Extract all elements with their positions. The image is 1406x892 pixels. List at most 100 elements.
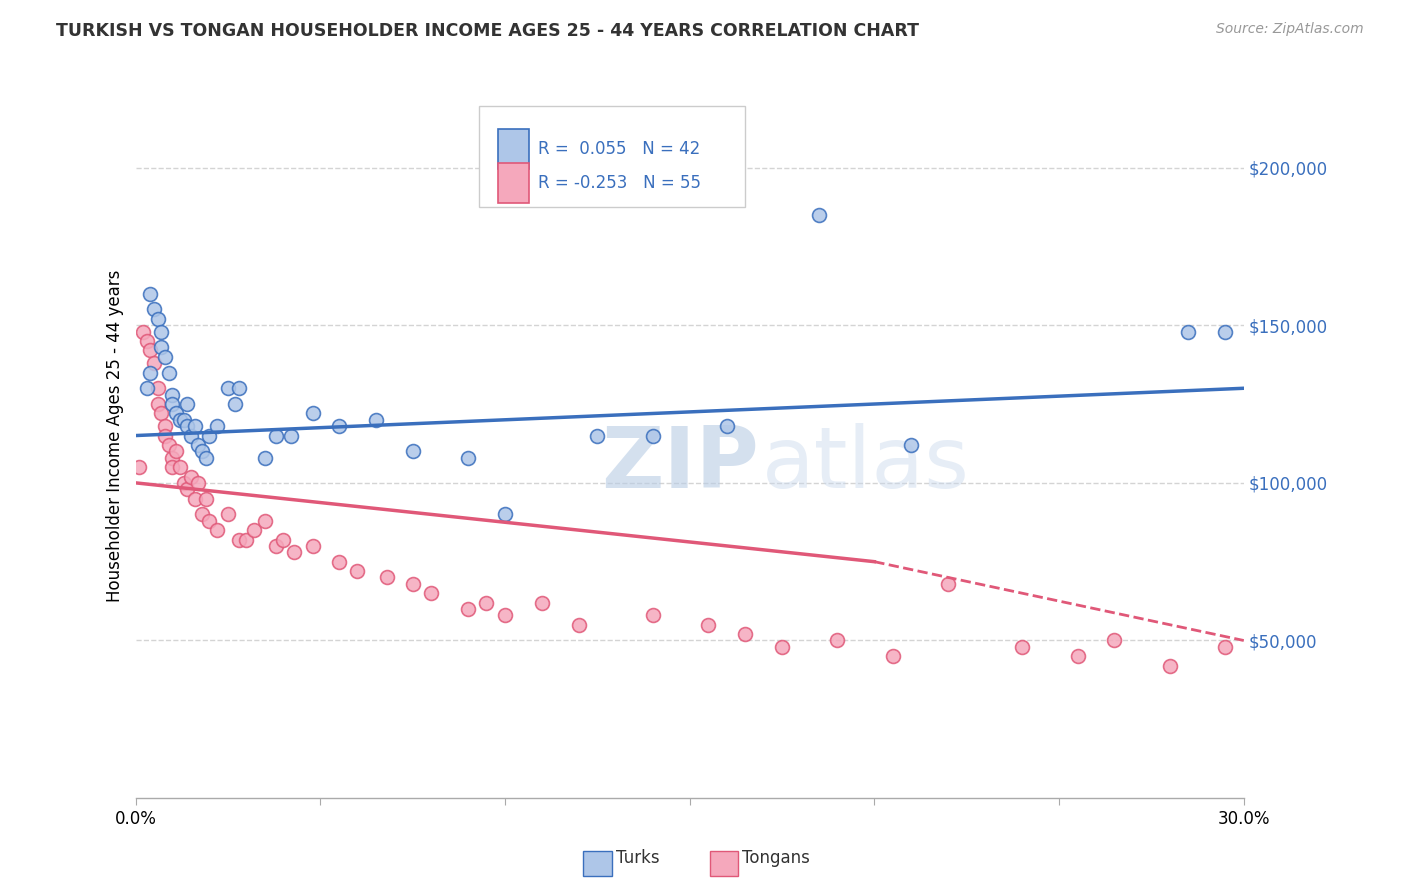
FancyBboxPatch shape — [479, 105, 745, 207]
Point — [198, 428, 221, 442]
Point — [228, 533, 250, 547]
Point — [217, 508, 239, 522]
Point — [530, 596, 553, 610]
Point — [1213, 325, 1236, 339]
Text: ZIP: ZIP — [600, 423, 759, 506]
Point — [641, 608, 664, 623]
Point — [205, 523, 228, 537]
Point — [586, 428, 609, 442]
Point — [1159, 658, 1181, 673]
Point — [807, 208, 830, 222]
Point — [183, 491, 205, 506]
Point — [187, 475, 209, 490]
Point — [139, 286, 162, 301]
Point — [1011, 640, 1033, 654]
Point — [180, 469, 202, 483]
Text: Source: ZipAtlas.com: Source: ZipAtlas.com — [1216, 22, 1364, 37]
Point — [146, 381, 169, 395]
Point — [401, 444, 423, 458]
Point — [169, 413, 191, 427]
Point — [235, 533, 257, 547]
Point — [494, 508, 516, 522]
Point — [157, 366, 180, 380]
Point — [153, 350, 176, 364]
Point — [143, 302, 166, 317]
Point — [176, 419, 198, 434]
Point — [173, 413, 195, 427]
Point — [475, 596, 498, 610]
Point — [401, 576, 423, 591]
Point — [217, 381, 239, 395]
Point — [253, 450, 276, 465]
Point — [128, 460, 150, 475]
Point — [162, 397, 184, 411]
Point — [143, 356, 166, 370]
Point — [162, 460, 184, 475]
Point — [135, 334, 157, 348]
Point — [346, 564, 368, 578]
Point — [457, 450, 479, 465]
Point — [641, 428, 664, 442]
Text: Tongans: Tongans — [742, 849, 810, 867]
Point — [139, 343, 162, 358]
Point — [135, 381, 157, 395]
FancyBboxPatch shape — [498, 163, 529, 202]
Point — [457, 602, 479, 616]
Point — [146, 312, 169, 326]
Point — [242, 523, 264, 537]
Point — [494, 608, 516, 623]
Point — [328, 419, 350, 434]
Point — [697, 617, 720, 632]
Point — [150, 407, 173, 421]
Point — [176, 397, 198, 411]
Point — [375, 570, 398, 584]
Point — [328, 555, 350, 569]
Point — [165, 407, 187, 421]
Point — [734, 627, 756, 641]
Point — [150, 340, 173, 354]
Point — [132, 325, 155, 339]
Point — [264, 539, 287, 553]
Point — [301, 407, 323, 421]
Point — [224, 397, 246, 411]
Point — [183, 419, 205, 434]
Text: atlas: atlas — [762, 423, 970, 506]
Point — [283, 545, 305, 559]
Point — [301, 539, 323, 553]
Point — [169, 460, 191, 475]
Point — [364, 413, 387, 427]
Point — [420, 586, 443, 600]
Text: R = -0.253   N = 55: R = -0.253 N = 55 — [537, 174, 700, 192]
Point — [146, 397, 169, 411]
Point — [280, 428, 302, 442]
Y-axis label: Householder Income Ages 25 - 44 years: Householder Income Ages 25 - 44 years — [107, 269, 124, 602]
Point — [153, 428, 176, 442]
Point — [1066, 649, 1088, 664]
Point — [165, 444, 187, 458]
Point — [716, 419, 738, 434]
Point — [253, 514, 276, 528]
Text: TURKISH VS TONGAN HOUSEHOLDER INCOME AGES 25 - 44 YEARS CORRELATION CHART: TURKISH VS TONGAN HOUSEHOLDER INCOME AGE… — [56, 22, 920, 40]
Point — [194, 450, 217, 465]
Point — [770, 640, 793, 654]
Point — [162, 450, 184, 465]
Text: Turks: Turks — [616, 849, 659, 867]
Point — [150, 325, 173, 339]
Point — [162, 387, 184, 401]
Point — [153, 419, 176, 434]
Point — [568, 617, 591, 632]
Point — [180, 428, 202, 442]
Point — [936, 576, 959, 591]
Point — [191, 508, 214, 522]
Point — [157, 438, 180, 452]
Point — [1177, 325, 1199, 339]
Text: R =  0.055   N = 42: R = 0.055 N = 42 — [537, 140, 700, 158]
Point — [176, 482, 198, 496]
Point — [187, 438, 209, 452]
Point — [1213, 640, 1236, 654]
Point — [205, 419, 228, 434]
Point — [271, 533, 294, 547]
Point — [139, 366, 162, 380]
Point — [194, 491, 217, 506]
Point — [198, 514, 221, 528]
